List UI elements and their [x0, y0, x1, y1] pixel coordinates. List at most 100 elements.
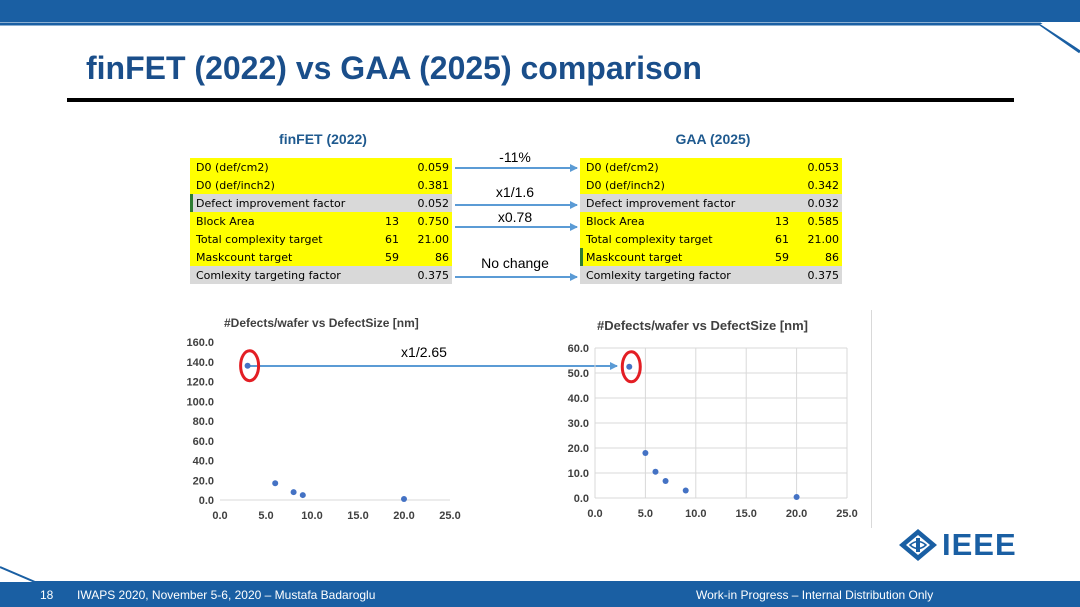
row-mid [757, 194, 792, 212]
chart1-data-point [401, 496, 407, 503]
table-row: Maskcount target 59 86 [580, 248, 842, 266]
table-row: D0 (def/cm2) 0.053 [580, 158, 842, 176]
arrow-label-nochange: No change [481, 255, 549, 271]
chart1-data-point [272, 480, 279, 487]
row-mid [757, 266, 792, 284]
chart1-ytick-label: 120.0 [186, 377, 214, 389]
table-row: Total complexity target 61 21.00 [190, 230, 452, 248]
chart1-ytick-label: 40.0 [193, 456, 214, 468]
chart2-xtick-label: 25.0 [836, 508, 857, 520]
gaa-table-title: GAA (2025) [675, 131, 751, 147]
chart1-ytick-label: 80.0 [193, 416, 214, 428]
title-rule [67, 98, 1014, 102]
footer-confidential: Work-in Progress – Internal Distribution… [696, 588, 934, 602]
row-label: D0 (def/inch2) [193, 176, 367, 194]
chart2-data-point [642, 450, 649, 456]
row-value: 0.375 [402, 266, 452, 284]
chart1-ytick-label: 0.0 [199, 495, 214, 507]
row-mid [367, 158, 402, 176]
row-mid: 59 [367, 248, 402, 266]
row-mid: 59 [757, 248, 792, 266]
top-band [0, 0, 1080, 54]
finfet-table-title: finFET (2022) [279, 131, 367, 147]
page-number: 18 [40, 588, 54, 602]
chart2-xtick-label: 20.0 [786, 508, 807, 520]
chart2-xtick-label: 10.0 [685, 508, 706, 520]
table-row: D0 (def/inch2) 0.342 [580, 176, 842, 194]
chart2-ytick-label: 30.0 [568, 418, 589, 430]
row-label: Comlexity targeting factor [193, 266, 367, 284]
arrow-label-charts: x1/2.65 [401, 344, 447, 360]
row-label: Defect improvement factor [193, 194, 367, 212]
chart2-ytick-label: 60.0 [568, 343, 589, 355]
row-label: Maskcount target [583, 248, 757, 266]
chart2-plot: 0.0 10.0 20.0 30.0 40.0 50.0 60.0 0.0 5.0 10.0 15.… [568, 343, 858, 520]
table-row: Maskcount target 59 86 [190, 248, 452, 266]
table-row: Block Area 13 0.585 [580, 212, 842, 230]
table-row: Defect improvement factor 0.052 [190, 194, 452, 212]
row-value: 21.00 [402, 230, 452, 248]
chart1-ytick-label: 20.0 [193, 475, 214, 487]
row-value: 0.059 [402, 158, 452, 176]
row-label: Total complexity target [583, 230, 757, 248]
chart2-xtick-label: 5.0 [638, 508, 653, 520]
finfet-table: D0 (def/cm2) 0.059 D0 (def/inch2) 0.381 De… [190, 158, 452, 284]
row-label: Total complexity target [193, 230, 367, 248]
row-value: 0.342 [792, 176, 842, 194]
chart2-ytick-label: 0.0 [574, 493, 589, 505]
chart2-data-point [793, 494, 800, 500]
chart1-ytick-label: 60.0 [193, 436, 214, 448]
chart1-xtick-label: 20.0 [393, 510, 414, 522]
arrow-label-defect: x1/1.6 [495, 184, 535, 200]
chart2-ytick-label: 50.0 [568, 368, 589, 380]
row-mid: 13 [757, 212, 792, 230]
chart2-ytick-label: 20.0 [568, 443, 589, 455]
slide-title: finFET (2022) vs GAA (2025) comparison [86, 50, 702, 86]
arrow-label-d0: -11% [499, 149, 531, 165]
row-mid [757, 176, 792, 194]
row-value: 0.052 [402, 194, 452, 212]
chart1-data-point [299, 492, 306, 499]
row-label: Block Area [583, 212, 757, 230]
row-mid: 61 [757, 230, 792, 248]
row-value: 0.585 [792, 212, 842, 230]
ieee-diamond-icon [899, 529, 937, 561]
chart1-ytick-label: 140.0 [186, 357, 214, 369]
top-band-notch [1040, 24, 1080, 50]
chart2-ytick-label: 10.0 [568, 468, 589, 480]
top-band-line [0, 22, 1080, 54]
row-label: Comlexity targeting factor [583, 266, 757, 284]
chart1-xtick-label: 0.0 [212, 510, 227, 522]
row-value: 0.053 [792, 158, 842, 176]
chart2-data-point [626, 363, 633, 370]
row-value: 0.381 [402, 176, 452, 194]
row-value: 0.032 [792, 194, 842, 212]
table-row: Comlexity targeting factor 0.375 [580, 266, 842, 284]
chart1-ytick-label: 160.0 [186, 337, 214, 349]
chart2-data-point [652, 468, 659, 475]
row-value: 86 [402, 248, 452, 266]
footer-author: IWAPS 2020, November 5-6, 2020 – Mustafa… [77, 588, 376, 602]
table-row: Block Area 13 0.750 [190, 212, 452, 230]
row-mid: 13 [367, 212, 402, 230]
row-value: 0.750 [402, 212, 452, 230]
chart1-data-point [290, 489, 297, 496]
chart1-xtick-label: 10.0 [301, 510, 322, 522]
row-label: Block Area [193, 212, 367, 230]
chart2-data-point [682, 487, 689, 494]
chart1-highlight-circle [239, 349, 261, 383]
table-row: Comlexity targeting factor 0.375 [190, 266, 452, 284]
table-row: D0 (def/cm2) 0.059 [190, 158, 452, 176]
table-row: D0 (def/inch2) 0.381 [190, 176, 452, 194]
row-value: 0.375 [792, 266, 842, 284]
row-label: D0 (def/inch2) [583, 176, 757, 194]
chart2-title: #Defects/wafer vs DefectSize [nm] [597, 318, 808, 333]
chart2-border [871, 310, 872, 528]
row-label: Defect improvement factor [583, 194, 757, 212]
chart2-highlight-circle [620, 350, 642, 384]
chart1-data-point [244, 362, 251, 369]
row-mid [367, 194, 402, 212]
row-mid: 61 [367, 230, 402, 248]
row-label: D0 (def/cm2) [583, 158, 757, 176]
